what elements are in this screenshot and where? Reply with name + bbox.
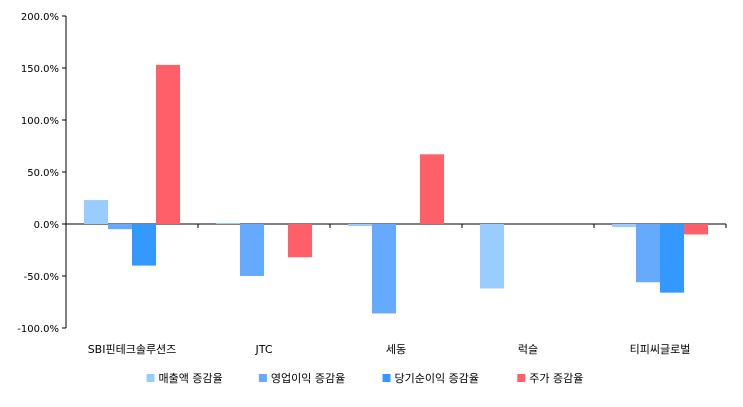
bar-layer: [84, 64, 708, 314]
bar-4-3: [420, 154, 444, 224]
bar-1-2: [216, 222, 240, 224]
legend-swatch: [146, 374, 155, 382]
legend: 매출액 증감율 영업이익 증감율 당기순이익 증감율 주가 증감율: [146, 372, 583, 385]
legend-label: 주가 증감율: [529, 372, 583, 385]
legend-swatch: [382, 374, 391, 382]
y-tick-label: 150.0%: [21, 64, 59, 75]
category-label: 세동: [386, 343, 406, 356]
bar-2-3: [372, 224, 396, 314]
category-label: 럭슬: [518, 343, 538, 356]
legend-swatch: [258, 374, 267, 382]
axis-layer: 200.0% 150.0% 100.0% 50.0% 0.0% -50.0% -100.0%: [17, 12, 727, 335]
y-tick-label: -100.0%: [17, 324, 59, 335]
bar-3-1: [132, 224, 156, 266]
bar-1-5: [612, 224, 636, 228]
category-label: JTC: [255, 343, 273, 356]
category-label: SBI핀테크솔루션즈: [88, 343, 177, 356]
label-layer: SBI핀테크솔루션즈 JTC 세동 럭슬 티피씨글로벌: [88, 343, 691, 356]
bar-4-2: [288, 224, 312, 258]
y-tick-label: 100.0%: [21, 116, 59, 127]
bar-2-1: [108, 224, 132, 230]
bar-4-1: [156, 64, 180, 224]
y-tick-label: -50.0%: [24, 272, 59, 283]
legend-label: 당기순이익 증감율: [395, 372, 479, 385]
legend-label: 매출액 증감율: [159, 372, 223, 385]
category-label: 티피씨글로벌: [630, 343, 691, 356]
y-tick-label: 200.0%: [21, 12, 59, 23]
bar-1-1: [84, 200, 108, 224]
legend-swatch: [517, 374, 526, 382]
legend-label: 영업이익 증감율: [271, 372, 345, 385]
bar-2-5: [636, 224, 660, 283]
bar-2-2: [240, 224, 264, 276]
y-tick-label: 50.0%: [27, 168, 59, 179]
bar-3-5: [660, 224, 684, 293]
bar-4-5: [684, 224, 708, 235]
bar-1-4: [480, 224, 504, 289]
bar-1-3: [348, 224, 372, 227]
y-tick-label: 0.0%: [34, 220, 59, 231]
